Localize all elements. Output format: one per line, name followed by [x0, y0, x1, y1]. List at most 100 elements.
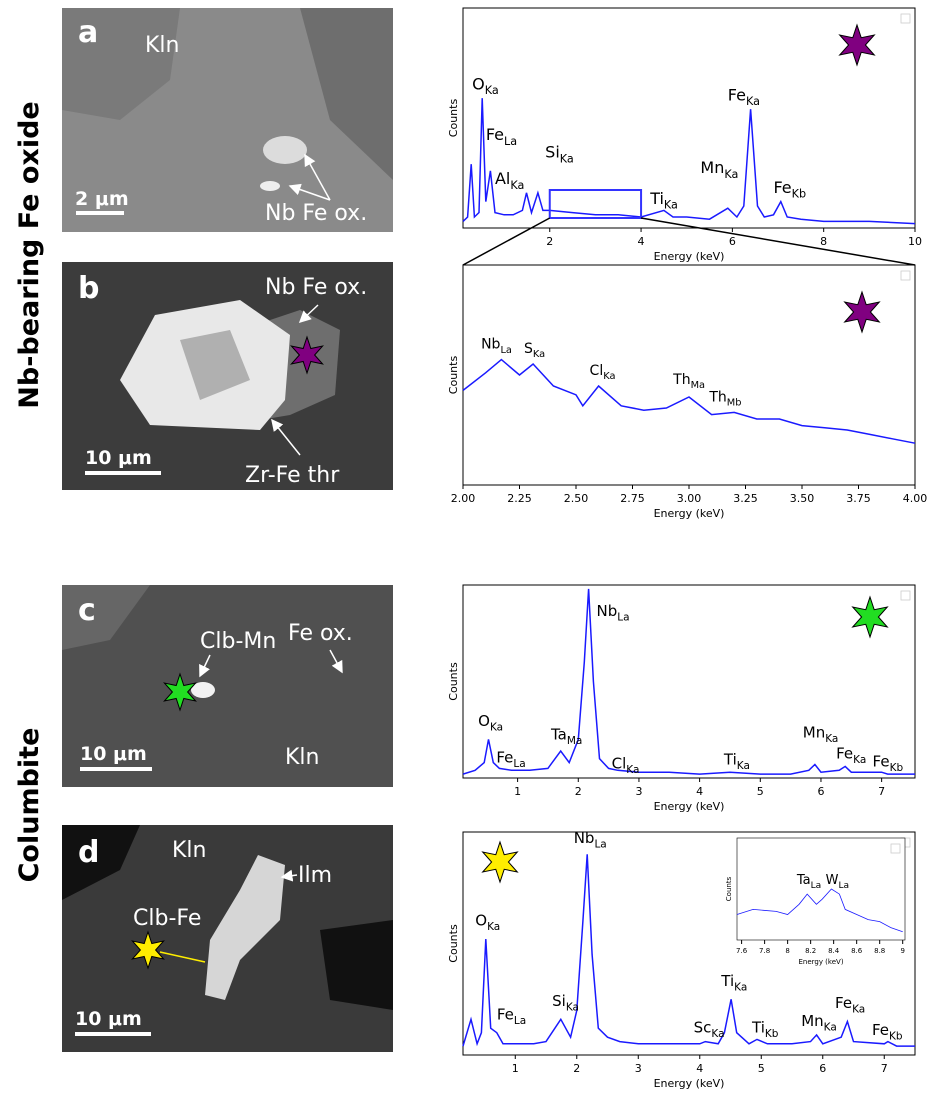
peak-label: NbLa	[596, 602, 629, 624]
peak-label: MnKa	[801, 1012, 837, 1034]
peak-label: ThMb	[708, 389, 741, 408]
peak-label: NbLa	[574, 829, 607, 851]
peak-line: Ka	[852, 1004, 865, 1016]
peak-label: TiKa	[649, 189, 678, 212]
x-tick-label: 2.50	[564, 492, 589, 505]
x-tick-label: 10	[908, 235, 922, 248]
panel-letter: a	[78, 15, 98, 50]
peak-label: FeKa	[836, 745, 866, 767]
legend-box	[900, 13, 911, 24]
peak-line: Ka	[533, 349, 545, 360]
peak-label: OKa	[475, 912, 500, 934]
scale-label: 10 μm	[85, 447, 152, 469]
peak-element: Fe	[873, 752, 890, 770]
peak-line: Ka	[853, 754, 866, 766]
peak-element: Si	[552, 992, 566, 1010]
sem-image: d Kln Ilm Clb-Fe 10 μm	[62, 825, 393, 1052]
scale-label: 10 μm	[80, 743, 147, 765]
x-tick-label: 5	[757, 785, 764, 798]
peak-label: NbLa	[481, 337, 512, 356]
peak-line: La	[838, 881, 849, 891]
x-tick-label: 7.6	[736, 947, 748, 955]
star-marker	[131, 930, 165, 970]
image-label: Kln	[145, 33, 179, 58]
x-tick-label: 8	[785, 947, 789, 955]
scale-label: 10 μm	[75, 1008, 142, 1030]
peak-element: Mn	[803, 723, 825, 741]
peak-label: TiKb	[751, 1019, 779, 1041]
peak-line: Ka	[487, 921, 500, 933]
peak-element: Fe	[773, 178, 791, 197]
peak-label: TaLa	[796, 873, 821, 891]
peak-line: Ka	[566, 1001, 579, 1013]
star-marker	[851, 595, 889, 639]
zoom-line	[462, 217, 551, 266]
peak-line: La	[504, 135, 517, 148]
image-label: Kln	[172, 838, 206, 863]
x-tick-label: 3.25	[733, 492, 758, 505]
peak-line: Kb	[890, 762, 904, 774]
x-axis-label: Energy (keV)	[654, 250, 725, 263]
x-tick-label: 8.2	[805, 947, 816, 955]
peak-element: Cl	[590, 363, 604, 379]
peak-line: Ka	[664, 199, 678, 212]
peak-label: FeKb	[773, 178, 806, 201]
zoom-box	[548, 189, 643, 219]
peak-label: MnKa	[803, 723, 839, 745]
peak-line: Ka	[510, 179, 524, 192]
legend-box	[900, 270, 911, 281]
plot-frame	[462, 584, 916, 779]
sem-image: c Clb-Mn Fe ox. Kln 10 μm	[62, 585, 393, 787]
star-marker	[163, 672, 197, 712]
y-axis-label: Counts	[447, 356, 460, 395]
peak-line: Ka	[560, 152, 574, 165]
x-tick-label: 6	[817, 785, 824, 798]
x-tick-label: 7.8	[759, 947, 770, 955]
x-tick-label: 8	[820, 235, 827, 248]
x-tick-label: 6	[729, 235, 736, 248]
peak-line: La	[617, 611, 629, 623]
peak-element: Cl	[612, 754, 627, 772]
side-label: Columbite	[14, 728, 45, 883]
peak-element: Fe	[728, 85, 746, 104]
peak-line: La	[500, 345, 511, 356]
side-label: Nb-bearing Fe oxide	[14, 101, 45, 408]
peak-element: Ta	[550, 725, 567, 743]
spectrum-line	[462, 98, 916, 225]
x-tick-label: 6	[819, 1062, 826, 1075]
peak-element: Fe	[872, 1021, 889, 1039]
x-tick-label: 2.75	[620, 492, 645, 505]
peak-label: MnKa	[700, 158, 738, 181]
peak-label: FeKa	[728, 85, 760, 108]
peak-element: Fe	[497, 1005, 514, 1023]
peak-element: Ti	[720, 972, 734, 990]
peak-label: TiKa	[723, 750, 750, 772]
peak-line: Ka	[711, 1028, 724, 1040]
image-label: Fe ox.	[288, 621, 353, 646]
x-axis-label: Energy (keV)	[654, 1077, 725, 1090]
peak-element: O	[475, 912, 487, 930]
image-label: Clb-Fe	[133, 906, 201, 931]
peak-element: Al	[495, 169, 510, 188]
spectrum-line	[462, 358, 916, 444]
peak-label: FeKb	[872, 1021, 903, 1043]
sem-image: b Nb Fe ox. Zr-Fe thr 10 μm	[62, 262, 393, 490]
star-marker	[838, 23, 876, 67]
peak-element: Si	[545, 143, 560, 162]
y-axis-label: Counts	[725, 876, 733, 901]
x-tick-label: 4	[696, 1062, 703, 1075]
peak-line: La	[514, 1015, 526, 1027]
peak-label: ScKa	[694, 1019, 725, 1041]
peak-label: TiKa	[720, 972, 747, 994]
panel-letter: b	[78, 271, 99, 306]
image-label: Nb Fe ox.	[265, 201, 367, 226]
sem-image: a Kln Nb Fe ox. 2 μm	[62, 8, 393, 232]
peak-line: Ka	[734, 981, 747, 993]
star-marker	[290, 335, 324, 375]
peak-label: FeKa	[835, 994, 865, 1016]
peak-element: S	[524, 341, 533, 357]
image-label: Nb Fe ox.	[265, 275, 367, 300]
peak-line: La	[811, 881, 822, 891]
x-tick-label: 3.75	[846, 492, 871, 505]
x-axis-label: Energy (keV)	[654, 800, 725, 813]
